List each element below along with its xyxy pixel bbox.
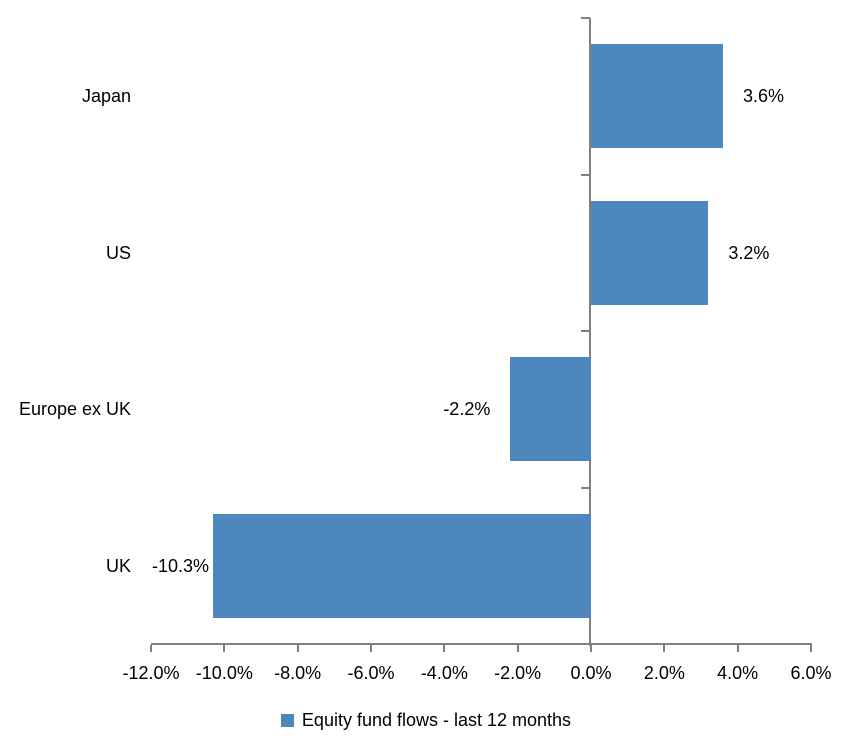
x-axis-tick-label: -2.0% xyxy=(494,663,542,683)
bar-us xyxy=(591,200,709,305)
bar-europe-ex-uk xyxy=(510,357,591,462)
y-axis-tick xyxy=(581,173,590,176)
x-axis-tick-label: -10.0% xyxy=(195,663,253,683)
category-label-japan: Japan xyxy=(81,86,131,107)
x-axis-tick-label: -8.0% xyxy=(274,663,322,683)
x-axis-line xyxy=(151,643,812,645)
category-label-us: US xyxy=(105,242,131,263)
x-axis-tick xyxy=(810,645,812,652)
x-axis-tick-label: -12.0% xyxy=(122,663,180,683)
y-axis-tick xyxy=(581,17,590,19)
x-axis-tick xyxy=(736,645,739,652)
legend-label: Equity fund flows - last 12 months xyxy=(301,710,572,730)
data-label-japan: 3.6% xyxy=(743,86,785,107)
data-label-uk: -10.3% xyxy=(152,555,210,576)
x-axis-tick xyxy=(223,645,226,652)
x-axis-tick xyxy=(663,645,666,652)
x-axis-tick-label: 4.0% xyxy=(717,663,759,683)
y-axis-tick xyxy=(581,643,590,645)
x-axis-tick-label: 0.0% xyxy=(570,663,612,683)
x-axis-tick xyxy=(590,645,592,652)
bar-japan xyxy=(591,44,723,149)
x-axis-tick-label: -4.0% xyxy=(420,663,468,683)
x-axis-tick xyxy=(516,645,519,652)
x-axis-tick-label: 2.0% xyxy=(643,663,685,683)
x-axis-tick xyxy=(443,645,446,652)
legend: Equity fund flows - last 12 months xyxy=(0,710,852,731)
data-label-us: 3.2% xyxy=(728,242,770,263)
y-axis-line xyxy=(589,18,591,646)
x-axis-tick xyxy=(296,645,299,652)
x-axis-tick xyxy=(370,645,372,652)
y-axis-tick xyxy=(581,486,590,489)
x-axis-tick-label: -6.0% xyxy=(347,663,395,683)
x-axis-tick xyxy=(150,645,152,652)
category-label-europe-ex-uk: Europe ex UK xyxy=(18,399,131,420)
y-axis-tick xyxy=(581,330,590,332)
legend-swatch-icon xyxy=(280,714,294,727)
bar-uk xyxy=(213,513,591,618)
category-label-uk: UK xyxy=(105,555,131,576)
x-axis-tick-label: 6.0% xyxy=(790,663,832,683)
data-label-europe-ex-uk: -2.2% xyxy=(443,399,491,420)
